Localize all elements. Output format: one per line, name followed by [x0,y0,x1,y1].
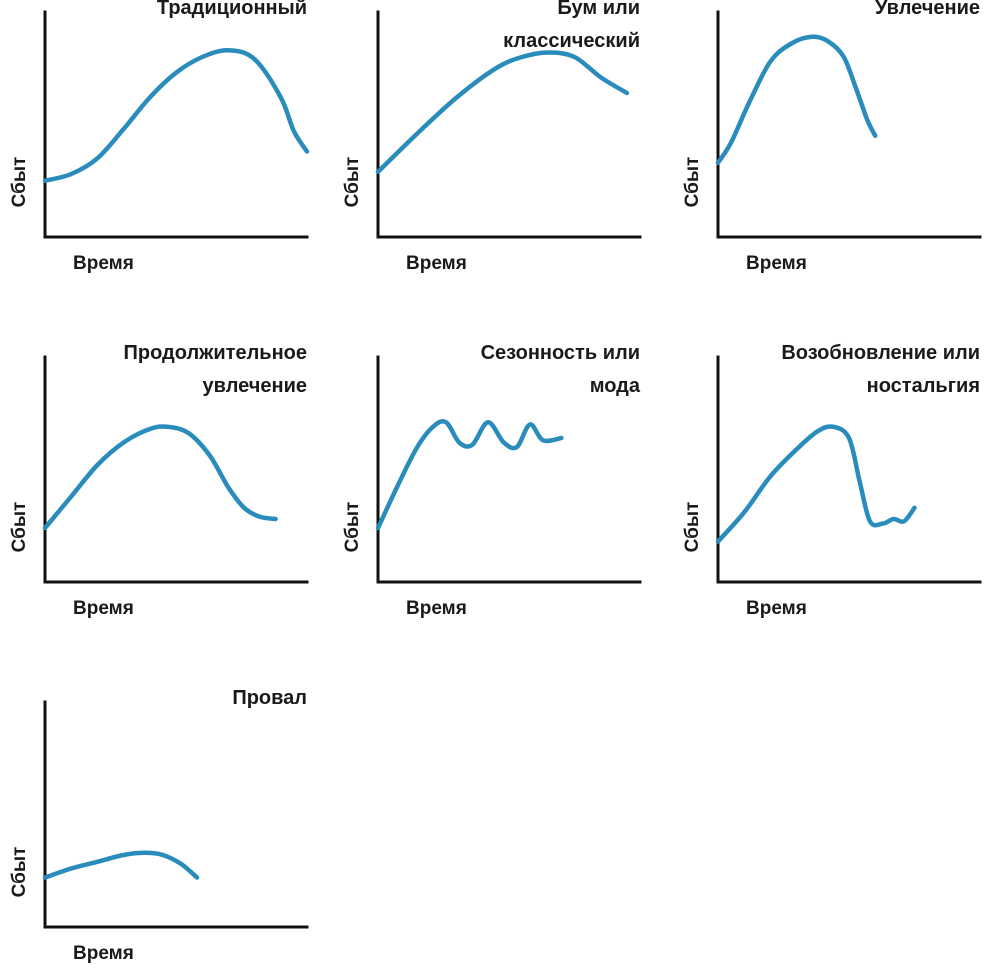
series-line [715,424,917,544]
chart-panel-2: Бум или классический Время Сбыт [342,0,642,274]
series-line [42,850,200,880]
series-line [42,48,310,184]
chart-axes [716,10,982,239]
series-line [375,50,630,175]
x-axis-label: Время [406,598,467,619]
chart-panel-4: Продолжительное увлечение Время Сбыт [9,342,309,619]
chart-title-line: классический [503,30,640,52]
chart-title-line: Традиционный [157,0,307,19]
chart-panel-3: Увлечение Время Сбыт [682,0,982,274]
x-axis-label: Время [746,253,807,274]
chart-title-line: Бум или [557,0,640,19]
x-axis-label: Время [746,598,807,619]
y-axis-label: Сбыт [9,847,30,898]
chart-panel-1: Традиционный Время Сбыт [9,0,310,274]
chart-axes [43,355,309,584]
x-axis-label: Время [73,943,134,964]
y-axis-label: Сбыт [682,157,703,208]
chart-panel-5: Сезонность или мода Время Сбыт [342,342,642,619]
x-axis-label: Время [73,598,134,619]
x-axis-label: Время [73,253,134,274]
chart-axes [716,355,982,584]
chart-title-line: Провал [232,687,307,709]
y-axis-label: Сбыт [682,502,703,553]
y-axis-label: Сбыт [342,502,363,553]
chart-title-line: мода [590,375,641,397]
series-line [42,424,278,531]
chart-title-line: Увлечение [875,0,980,19]
series-line [715,34,878,166]
chart-title-line: Продолжительное [124,342,307,364]
y-axis-label: Сбыт [9,157,30,208]
x-axis-label: Время [406,253,467,274]
chart-axes [43,700,309,929]
chart-axes [43,10,309,239]
chart-title-line: ностальгия [867,375,980,397]
y-axis-label: Сбыт [9,502,30,553]
chart-panel-7: Провал Время Сбыт [9,687,309,964]
chart-axes [376,10,642,239]
chart-panel-6: Возобновление или ностальгия Время Сбыт [682,342,982,619]
chart-axes [376,355,642,584]
series-line [375,419,564,531]
chart-title-line: Сезонность или [481,342,640,364]
chart-title-line: Возобновление или [781,342,980,364]
y-axis-label: Сбыт [342,157,363,208]
chart-title-line: увлечение [203,375,307,397]
